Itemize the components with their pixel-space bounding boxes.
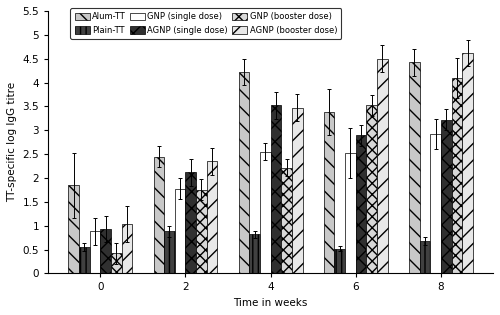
Bar [441,120,452,273]
Bar [366,106,377,273]
Bar [356,135,366,273]
Bar [270,106,281,273]
Bar [111,254,122,273]
Bar [260,152,270,273]
X-axis label: Time in weeks: Time in weeks [234,298,308,308]
Bar [154,157,164,273]
Bar [377,59,388,273]
Bar [345,153,356,273]
Bar [462,53,473,273]
Bar [68,185,79,273]
Bar [175,188,186,273]
Bar [430,134,441,273]
Bar [292,108,302,273]
Y-axis label: TT-specific log IgG titre: TT-specific log IgG titre [7,82,17,202]
Bar [90,232,101,273]
Bar [452,78,462,273]
Bar [196,190,206,273]
Bar [186,172,196,273]
Bar [324,112,334,273]
Bar [79,247,90,273]
Bar [206,161,218,273]
Legend: Alum-TT, Plain-TT, GNP (single dose), AGNP (single dose), GNP (booster dose), AG: Alum-TT, Plain-TT, GNP (single dose), AG… [70,8,342,39]
Bar [238,72,250,273]
Bar [420,241,430,273]
Bar [164,232,175,273]
Bar [250,234,260,273]
Bar [409,62,420,273]
Bar [100,229,111,273]
Bar [122,224,132,273]
Bar [281,168,292,273]
Bar [334,249,345,273]
